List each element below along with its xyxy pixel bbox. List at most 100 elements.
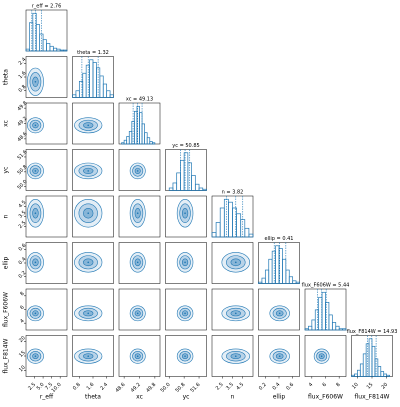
hist-bar	[342, 328, 347, 331]
hist-bar	[248, 233, 254, 238]
contours	[74, 198, 103, 228]
hist-bar	[168, 187, 174, 191]
panel-frame	[72, 195, 114, 238]
hist-bar	[338, 328, 343, 331]
panel-frame	[72, 242, 114, 284]
panel: 4 6 8	[19, 288, 68, 331]
contours	[221, 252, 251, 273]
x-tick-label: 4	[308, 382, 314, 388]
x-tick-label: 15	[366, 382, 375, 391]
center-point	[34, 124, 37, 127]
panel	[211, 242, 254, 284]
y-tick-label: 2.5	[18, 220, 28, 230]
center-point	[184, 355, 186, 358]
panel-frame	[72, 149, 114, 191]
hist-bar	[268, 258, 273, 284]
panel	[118, 242, 161, 284]
hist-bar	[351, 374, 355, 377]
hist-bar	[85, 64, 90, 98]
panel-frame	[165, 288, 207, 331]
center-point	[87, 355, 90, 358]
y-tick-label: 3.5	[18, 210, 28, 220]
x-tick-label: 50.0	[160, 382, 172, 394]
x-tick-label: 5.0	[36, 382, 46, 392]
hist-bar	[141, 123, 145, 145]
hist-bar	[386, 374, 390, 377]
panel: flux_F814W = 14.93 10 15 20	[347, 329, 398, 390]
panel-frame	[72, 288, 114, 331]
hist-bar	[228, 201, 233, 238]
center-point	[136, 212, 139, 215]
hist-bar	[128, 131, 133, 145]
hist-bar	[139, 112, 143, 145]
center-point	[136, 355, 139, 358]
panel: ellip = 0.41	[258, 236, 300, 284]
hist-bar	[82, 72, 87, 98]
hist-bar	[244, 227, 250, 238]
panel-frame	[211, 288, 254, 331]
x-tick-label: 2.5	[27, 382, 37, 392]
hist-bar	[52, 47, 58, 52]
contours	[221, 348, 251, 364]
hist-bar	[89, 59, 94, 98]
contours	[176, 252, 194, 273]
x-tick-label: 7.5	[44, 382, 54, 392]
y-tick-label: 50.0	[16, 179, 28, 191]
hist-bar	[59, 49, 64, 52]
hist-bar	[146, 137, 151, 145]
center-point	[34, 355, 37, 358]
center-point	[87, 124, 90, 127]
hist-bar	[56, 48, 61, 52]
hist-bar	[126, 136, 130, 145]
y-tick-label: 8	[19, 291, 25, 297]
contours	[26, 117, 44, 134]
center-point	[184, 261, 186, 264]
panel: 2.55.07.510.0 10 15 20	[18, 335, 68, 394]
center-point	[184, 312, 186, 315]
hist-bar	[219, 207, 225, 238]
y-tick-label: 49.2	[16, 116, 28, 128]
panel: xc = 49.13	[118, 97, 161, 145]
hist-bar	[335, 325, 340, 331]
hist-bar	[78, 80, 84, 98]
panel-frame	[211, 242, 254, 284]
y-tick-label: 6	[19, 304, 25, 310]
hist-bar	[99, 75, 104, 98]
contours	[129, 162, 146, 180]
x-tick-label: 10	[351, 382, 360, 391]
hist-bar	[106, 90, 111, 98]
y-tick-label: 15	[18, 350, 27, 359]
center-point	[320, 355, 323, 358]
contours	[26, 67, 44, 96]
hist-bar	[285, 269, 290, 284]
panel: theta = 1.32	[72, 50, 114, 98]
hist-bar	[29, 22, 34, 52]
contours	[129, 198, 146, 228]
x-tick-label: 0.6	[285, 382, 295, 392]
hist-bar	[371, 345, 376, 377]
x-tick-label: 51.6	[189, 382, 201, 394]
hist-bar	[258, 281, 263, 284]
x-axis-label: xc	[136, 394, 143, 401]
center-point	[34, 212, 37, 215]
x-tick-label: 0.2	[258, 382, 268, 392]
hist-bar	[359, 363, 364, 377]
hist-bar	[42, 39, 47, 52]
y-axis-label: xc	[3, 120, 10, 127]
x-tick-label: 8	[335, 382, 341, 388]
x-axis-label: theta	[85, 394, 101, 401]
hist-bar	[331, 322, 337, 331]
center-point	[87, 170, 90, 172]
hist-bar	[32, 12, 37, 52]
panel-title: flux_F606W = 5.44	[302, 283, 350, 289]
panel	[72, 288, 114, 331]
y-tick-label: 20	[18, 335, 27, 344]
panel: 4 6 8	[304, 335, 347, 388]
x-axis-label: flux_F606W	[308, 394, 343, 401]
hist-bar	[380, 371, 385, 377]
hist-bar	[304, 328, 309, 331]
